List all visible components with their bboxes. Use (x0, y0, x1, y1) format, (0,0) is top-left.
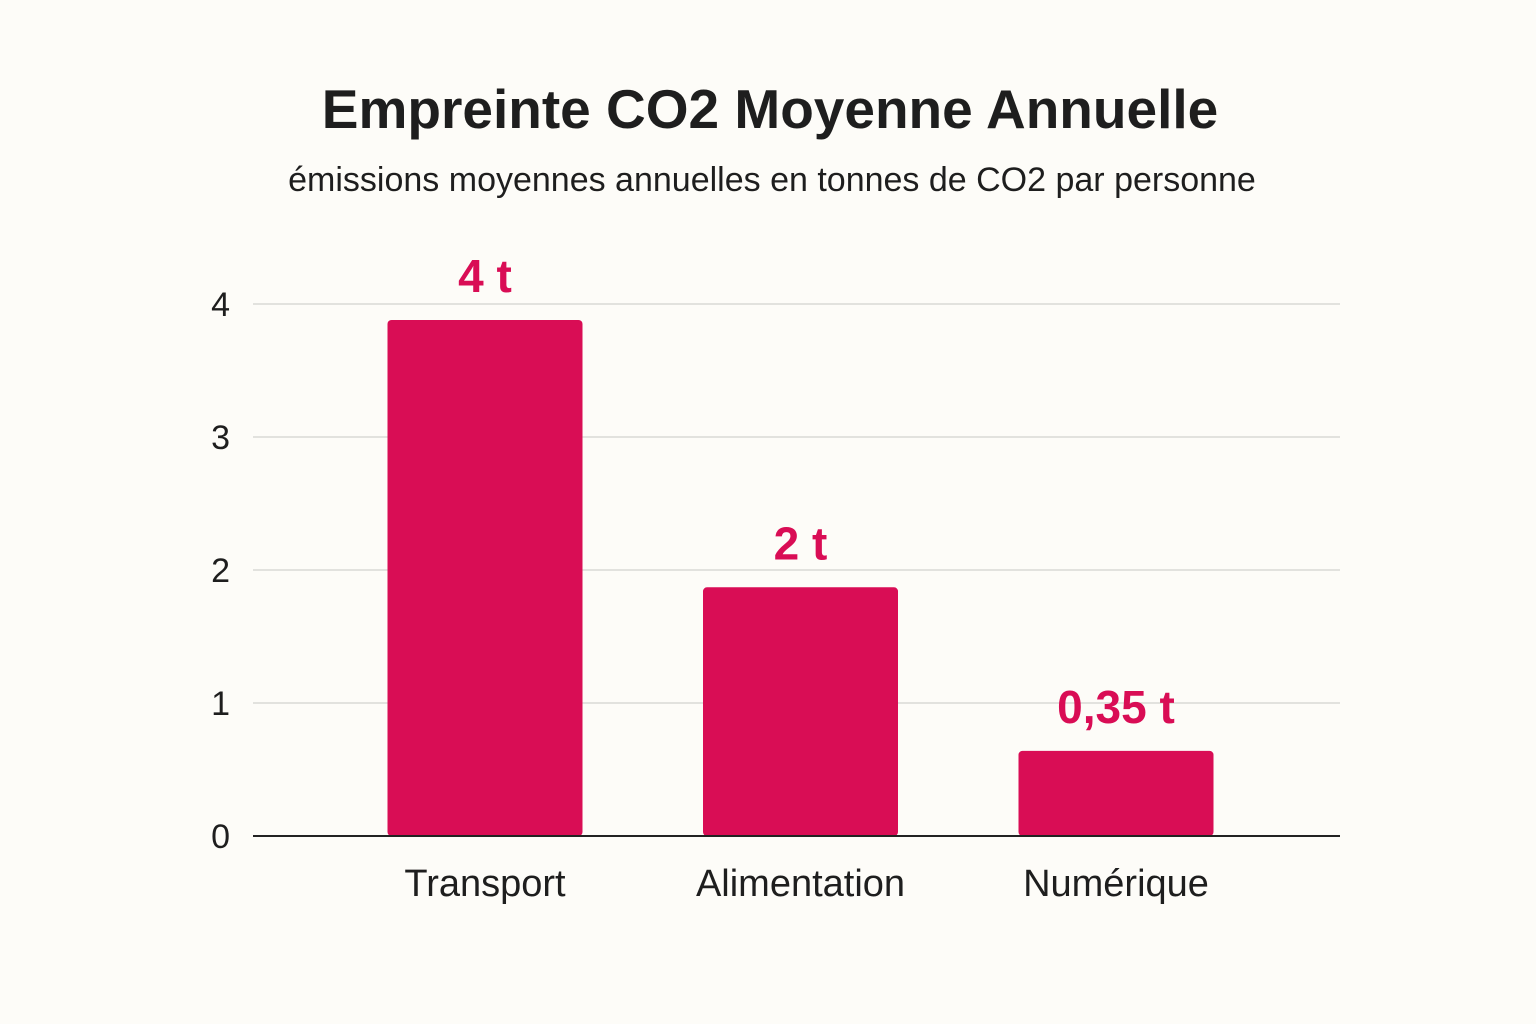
data-label: 0,35 t (1057, 681, 1175, 733)
bar-transport (387, 319, 583, 837)
data-label: 2 t (774, 517, 828, 569)
y-tick-label: 1 (211, 685, 230, 723)
y-tick-label: 2 (211, 552, 230, 590)
y-tick-label: 0 (211, 818, 230, 856)
x-tick-label: Alimentation (696, 863, 905, 905)
y-tick-label: 4 (211, 286, 230, 324)
y-tick-label: 3 (211, 419, 230, 457)
bar-alimentation (703, 587, 898, 836)
chart-title: Empreinte CO2 Moyenne Annuelle (322, 78, 1218, 140)
x-tick-label: Numérique (1023, 863, 1209, 905)
data-label: 4 t (458, 250, 512, 302)
bar-numérique (1018, 750, 1214, 836)
chart-subtitle: émissions moyennes annuelles en tonnes d… (288, 161, 1256, 199)
x-tick-label: Transport (404, 863, 566, 905)
